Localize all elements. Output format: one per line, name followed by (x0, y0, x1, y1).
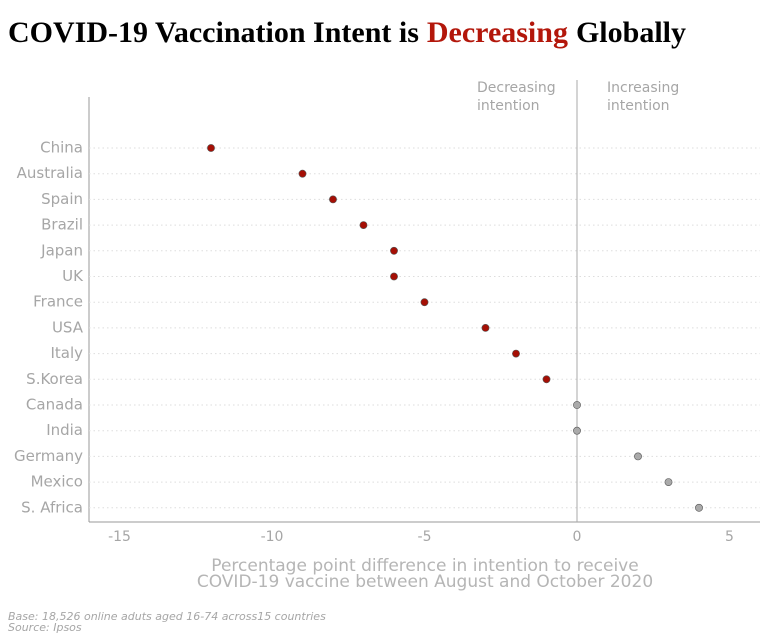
title-part: Decreasing (427, 16, 568, 49)
x-tick-label: 5 (725, 529, 734, 545)
dot (634, 452, 642, 461)
y-tick-label: Spain (41, 190, 83, 208)
title-part: Globally (576, 16, 686, 49)
x-axis-label: COVID-19 vaccine between August and Octo… (197, 572, 653, 592)
x-tick-label: -10 (261, 529, 284, 545)
y-tick-label: Germany (14, 447, 83, 465)
dot (329, 195, 337, 204)
y-tick-label: S. Africa (21, 498, 83, 516)
y-tick-label: Italy (50, 344, 83, 362)
y-tick-label: Canada (26, 396, 83, 414)
dot (481, 323, 490, 332)
y-tick-label: Japan (40, 241, 83, 259)
y-tick-label: France (33, 293, 83, 311)
dot (359, 221, 368, 229)
dot (298, 169, 307, 178)
dot (695, 503, 703, 512)
x-tick-label: -5 (418, 529, 432, 545)
dot (420, 298, 429, 307)
y-tick-label: USA (52, 318, 84, 336)
annotation: intention (477, 98, 540, 114)
footnote: Base: 18,526 online aduts aged 16-74 acr… (8, 610, 326, 623)
x-tick-label: 0 (573, 529, 582, 545)
y-tick-label: UK (62, 267, 84, 285)
y-tick-label: India (46, 421, 83, 439)
dot (512, 349, 520, 358)
x-tick-label: -15 (108, 529, 131, 545)
y-tick-label: S.Korea (26, 370, 83, 388)
dot (542, 375, 551, 384)
y-tick-label: Australia (17, 164, 83, 182)
annotation: intention (607, 98, 670, 114)
dot (390, 246, 398, 255)
annotation: Increasing (607, 80, 679, 96)
title-part: COVID-19 Vaccination Intent is (8, 16, 419, 49)
dot (573, 401, 581, 409)
y-tick-label: Mexico (31, 473, 83, 491)
dot (664, 478, 673, 486)
y-tick-label: Brazil (41, 216, 83, 234)
annotation: Decreasing (477, 80, 556, 96)
dot (390, 272, 398, 281)
dot (573, 426, 581, 435)
y-tick-label: China (40, 139, 83, 157)
x-axis-label: Percentage point difference in intention… (211, 556, 638, 576)
footnote: Source: Ipsos (8, 621, 82, 634)
chart-title: COVID-19 Vaccination Intent is Decreasing… (8, 16, 686, 49)
dot (207, 144, 215, 152)
